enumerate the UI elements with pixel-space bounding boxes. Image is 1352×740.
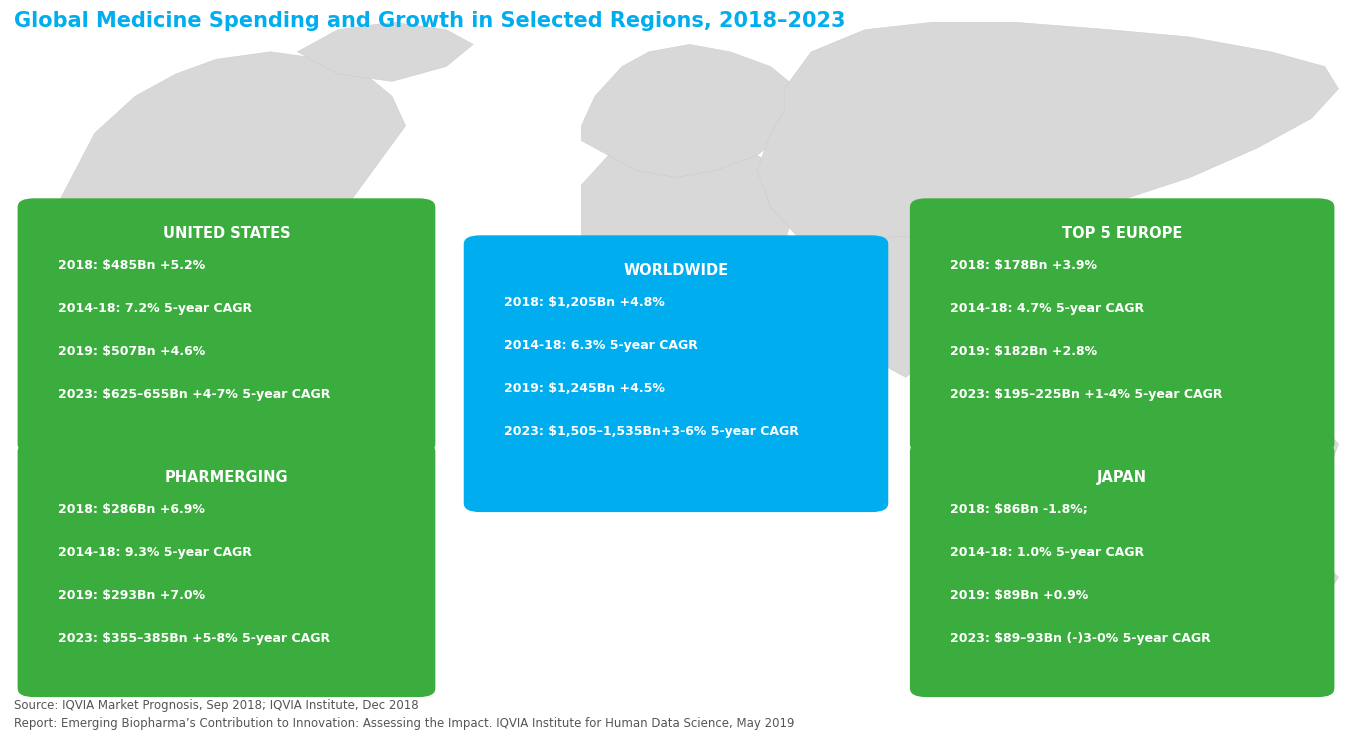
Text: 2023: $625–655Bn +4-7% 5-year CAGR: 2023: $625–655Bn +4-7% 5-year CAGR [58,388,330,401]
Text: 2019: $293Bn +7.0%: 2019: $293Bn +7.0% [58,589,206,602]
Text: 2014-18: 7.2% 5-year CAGR: 2014-18: 7.2% 5-year CAGR [58,302,253,315]
Text: 2019: $1,245Bn +4.5%: 2019: $1,245Bn +4.5% [504,382,665,395]
Text: 2018: $1,205Bn +4.8%: 2018: $1,205Bn +4.8% [504,296,665,309]
Text: 2014-18: 1.0% 5-year CAGR: 2014-18: 1.0% 5-year CAGR [950,546,1145,559]
Text: 2014-18: 6.3% 5-year CAGR: 2014-18: 6.3% 5-year CAGR [504,339,698,352]
Text: 2019: $89Bn +0.9%: 2019: $89Bn +0.9% [950,589,1088,602]
Text: 2023: $355–385Bn +5-8% 5-year CAGR: 2023: $355–385Bn +5-8% 5-year CAGR [58,632,330,645]
Text: 2019: $507Bn +4.6%: 2019: $507Bn +4.6% [58,345,206,358]
Polygon shape [297,22,473,81]
Text: 2018: $178Bn +3.9%: 2018: $178Bn +3.9% [950,259,1098,272]
FancyBboxPatch shape [910,198,1334,453]
Polygon shape [1041,237,1190,326]
Text: Global Medicine Spending and Growth in Selected Regions, 2018–2023: Global Medicine Spending and Growth in S… [14,11,845,31]
Polygon shape [27,52,406,355]
Text: 2018: $485Bn +5.2%: 2018: $485Bn +5.2% [58,259,206,272]
Text: UNITED STATES: UNITED STATES [162,226,291,240]
Polygon shape [1311,562,1338,599]
Text: PHARMERGING: PHARMERGING [165,470,288,485]
Text: Source: IQVIA Market Prognosis, Sep 2018; IQVIA Institute, Dec 2018
Report: Emer: Source: IQVIA Market Prognosis, Sep 2018… [14,699,794,730]
Text: WORLDWIDE: WORLDWIDE [623,263,729,278]
Polygon shape [757,22,1338,252]
Text: 2023: $1,505–1,535Bn+3-6% 5-year CAGR: 2023: $1,505–1,535Bn+3-6% 5-year CAGR [504,425,799,438]
Text: 2018: $86Bn -1.8%;: 2018: $86Bn -1.8%; [950,503,1088,517]
Text: 2019: $182Bn +2.8%: 2019: $182Bn +2.8% [950,345,1098,358]
Text: 2014-18: 4.7% 5-year CAGR: 2014-18: 4.7% 5-year CAGR [950,302,1145,315]
Polygon shape [149,392,379,644]
Text: TOP 5 EUROPE: TOP 5 EUROPE [1061,226,1183,240]
FancyBboxPatch shape [910,443,1334,697]
Polygon shape [838,237,973,377]
Polygon shape [581,44,811,178]
FancyBboxPatch shape [18,443,435,697]
Polygon shape [568,155,798,459]
Text: JAPAN: JAPAN [1098,470,1146,485]
FancyBboxPatch shape [18,198,435,453]
Text: 2023: $195–225Bn +1-4% 5-year CAGR: 2023: $195–225Bn +1-4% 5-year CAGR [950,388,1224,401]
Polygon shape [176,340,257,414]
FancyBboxPatch shape [464,235,888,512]
Text: 2014-18: 9.3% 5-year CAGR: 2014-18: 9.3% 5-year CAGR [58,546,251,559]
Text: 2023: $89–93Bn (-)3-0% 5-year CAGR: 2023: $89–93Bn (-)3-0% 5-year CAGR [950,632,1211,645]
Polygon shape [1055,400,1338,570]
Text: 2018: $286Bn +6.9%: 2018: $286Bn +6.9% [58,503,206,517]
